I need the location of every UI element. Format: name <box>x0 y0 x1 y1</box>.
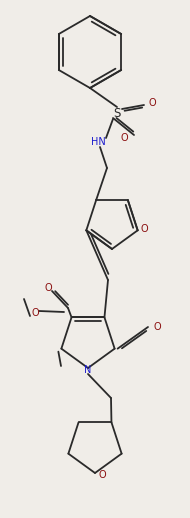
Text: O: O <box>141 224 149 234</box>
Text: S: S <box>113 107 121 120</box>
Text: N: N <box>84 365 92 375</box>
Text: O: O <box>31 308 39 318</box>
Text: O: O <box>148 98 156 108</box>
Text: HN: HN <box>91 137 105 147</box>
Text: O: O <box>44 283 52 293</box>
Text: O: O <box>98 470 106 480</box>
Text: O: O <box>120 133 128 143</box>
Text: O: O <box>153 322 161 332</box>
